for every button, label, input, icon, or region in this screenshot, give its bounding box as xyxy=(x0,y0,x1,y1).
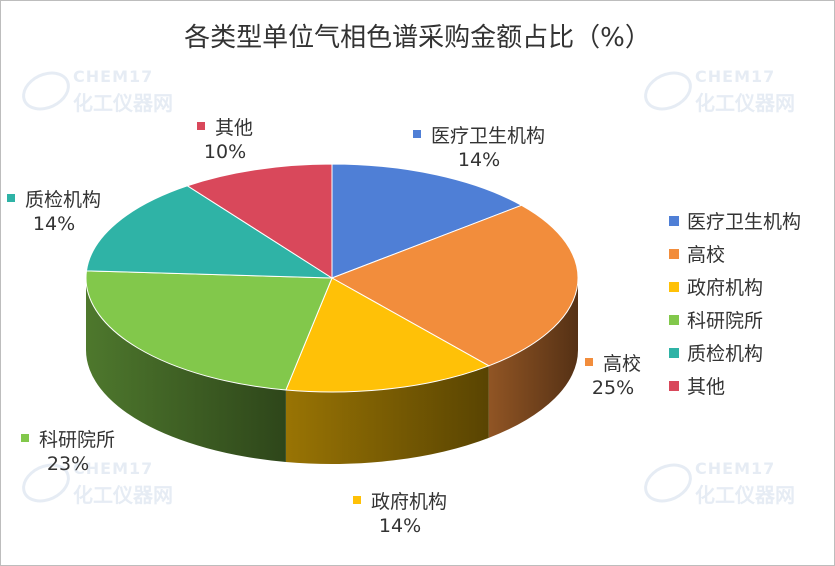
callout-swatch xyxy=(21,434,29,442)
pie-slice-政府机构 xyxy=(285,277,490,393)
callout-质检机构: 质检机构 14% xyxy=(7,188,101,236)
legend-swatch xyxy=(669,348,679,358)
legend-item-科研院所: 科研院所 xyxy=(669,306,801,339)
pie-slice-高校 xyxy=(330,204,579,367)
pie-top-faces xyxy=(85,163,579,393)
callout-label: 科研院所 xyxy=(39,429,116,451)
callout-医疗卫生机构: 医疗卫生机构 14% xyxy=(413,124,545,172)
callout-value: 10% xyxy=(203,141,247,163)
legend-label: 科研院所 xyxy=(687,310,764,332)
legend-item-高校: 高校 xyxy=(669,240,801,273)
callout-其他: 其他 10% xyxy=(197,116,253,164)
callout-政府机构: 政府机构 14% xyxy=(353,490,447,538)
callout-swatch xyxy=(7,194,15,202)
callout-swatch xyxy=(197,122,205,130)
legend-swatch xyxy=(669,381,679,391)
callout-高校: 高校 25% xyxy=(585,352,641,400)
pie-slice-其他 xyxy=(186,163,333,279)
legend-label: 政府机构 xyxy=(687,277,764,299)
callout-label: 医疗卫生机构 xyxy=(431,125,546,147)
callout-swatch xyxy=(585,358,593,366)
callout-swatch xyxy=(353,496,361,504)
pie-side-政府机构 xyxy=(285,365,489,464)
pie-slice-医疗卫生机构 xyxy=(331,163,523,279)
legend-label: 医疗卫生机构 xyxy=(687,211,802,233)
legend-label: 其他 xyxy=(687,376,726,398)
pie-slice-质检机构 xyxy=(85,185,334,279)
legend-swatch xyxy=(669,315,679,325)
callout-value: 25% xyxy=(591,377,635,399)
legend-item-其他: 其他 xyxy=(669,372,801,405)
callout-label: 质检机构 xyxy=(25,189,102,211)
legend: 医疗卫生机构 高校 政府机构 科研院所 质检机构 其他 xyxy=(669,207,801,405)
legend-label: 高校 xyxy=(687,244,726,266)
pie-side-高校 xyxy=(488,278,578,438)
callout-value: 14% xyxy=(32,213,76,235)
callout-label: 高校 xyxy=(603,353,642,375)
legend-swatch xyxy=(669,249,679,259)
legend-item-质检机构: 质检机构 xyxy=(669,339,801,372)
callout-value: 14% xyxy=(457,149,501,171)
legend-item-医疗卫生机构: 医疗卫生机构 xyxy=(669,207,801,240)
callout-label: 政府机构 xyxy=(371,491,448,513)
legend-swatch xyxy=(669,282,679,292)
legend-swatch xyxy=(669,216,679,226)
callout-swatch xyxy=(413,130,421,138)
callout-label: 其他 xyxy=(215,117,254,139)
legend-item-政府机构: 政府机构 xyxy=(669,273,801,306)
callout-value: 23% xyxy=(46,453,90,475)
chart-title: 各类型单位气相色谱采购金额占比（%） xyxy=(184,23,651,53)
pie-slice-科研院所 xyxy=(85,270,333,391)
callout-科研院所: 科研院所 23% xyxy=(21,428,115,476)
legend-label: 质检机构 xyxy=(687,343,764,365)
callout-value: 14% xyxy=(378,515,422,537)
